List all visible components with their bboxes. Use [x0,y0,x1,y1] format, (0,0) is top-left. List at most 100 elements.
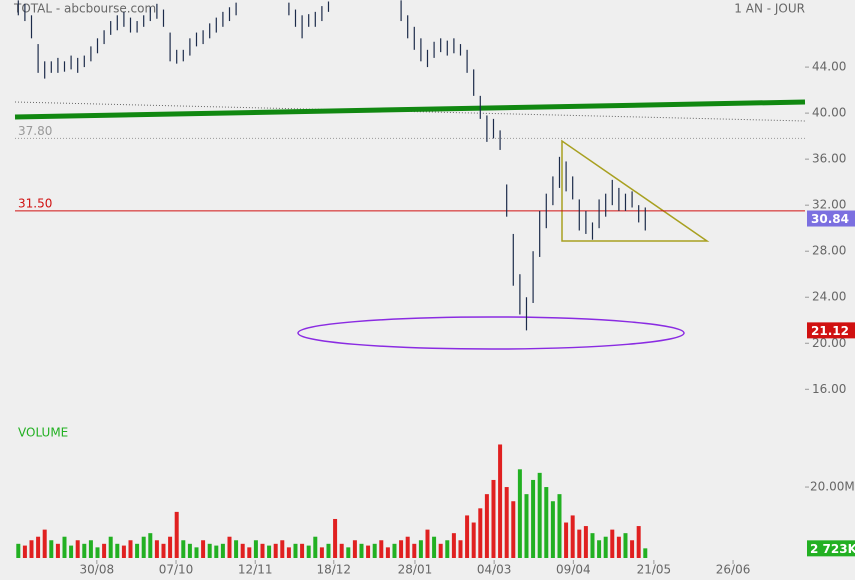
volume-bar [544,487,549,558]
volume-bar [597,540,602,558]
volume-bar [220,543,225,558]
green-trendline [14,99,806,120]
volume-bar [352,540,357,558]
volume-bar [234,540,239,558]
volume-bar [42,529,47,558]
volume-bar [174,511,179,558]
last-price-box [807,210,855,227]
volume-bar [95,547,100,558]
volume-bar [319,547,324,558]
volume-bar [359,543,364,558]
y-tick-label: 32.00 [812,198,846,212]
y-tick-label: 20.00 [812,336,846,350]
volume-bar [128,540,133,558]
volume-bar [550,501,555,558]
x-tick-label: 26/06 [716,563,751,577]
volume-bar [22,545,27,558]
y-tick-label: 36.00 [812,152,846,166]
volume-bar [478,508,483,558]
volume-bar [293,543,298,558]
volume-bar [194,547,199,558]
volume-bar [148,533,153,558]
volume-bar [154,540,159,558]
volume-bar [623,533,628,558]
y-tick-label: 16.00 [812,382,846,396]
volume-bar [333,518,338,558]
volume-bar [240,543,245,558]
y-tick-label: 28.00 [812,244,846,258]
volume-bar [471,522,476,558]
volume-bar [55,543,60,558]
min-price-box [807,322,855,339]
volume-bar [636,526,641,558]
volume-bar [62,536,67,558]
volume-bar [557,494,562,558]
volume-bar [227,536,232,558]
volume-bar [524,494,529,558]
volume-bar [346,547,351,558]
volume-bar [392,543,397,558]
volume-bar [260,543,265,558]
volume-bar [168,536,173,558]
chart-title: TOTAL - abcbourse.com [13,2,156,16]
x-tick-label: 04/03 [477,563,512,577]
volume-bar [577,529,582,558]
volume-bar [564,522,569,558]
volume-bar [504,487,509,558]
volume-bar [82,543,87,558]
volume-bar [36,536,41,558]
volume-bar [583,526,588,558]
volume-bar [643,548,648,558]
volume-bar [187,543,192,558]
volume-bar [425,529,430,558]
volume-bar [531,479,536,558]
volume-bar [247,547,252,558]
volume-bar [484,494,489,558]
volume-bar [590,533,595,558]
volume-bar [29,540,34,558]
x-tick-label: 18/12 [316,563,351,577]
volume-bar [465,515,470,558]
volume-bar [280,540,285,558]
volume-bar [201,540,206,558]
x-tick-label: 09/04 [556,563,591,577]
annotations: 37.80 31.50 [14,99,806,350]
x-tick-label: 21/05 [637,563,672,577]
last-price-label: 30.84 [811,212,849,226]
volume-bar [88,540,93,558]
x-tick-label: 30/08 [80,563,115,577]
volume-bar [121,545,126,558]
volume-bar [445,540,450,558]
volume-title: VOLUME [18,426,68,440]
volume-bar [385,547,390,558]
volume-bar [75,540,80,558]
volume-bar [570,515,575,558]
y-tick-label: 20.00M [810,480,855,494]
volume-bar [273,543,278,558]
volume-bar [438,543,443,558]
last-volume-box [807,540,855,557]
volume-bar [451,533,456,558]
volume-bar [610,529,615,558]
volume-bar [491,479,496,558]
volume-bar [214,545,219,558]
volume-bar [135,543,140,558]
volume-bar [517,469,522,558]
min-price-label: 21.12 [811,324,849,338]
level-label: 37.80 [18,124,52,138]
x-tick-label: 07/10 [159,563,194,577]
volume-bar [161,543,166,558]
volume-bar [207,543,212,558]
last-volume-label: 2 723K [810,542,855,556]
volume-bar [372,543,377,558]
volume-bar [630,540,635,558]
volume-bar [141,536,146,558]
volume-bar [306,545,311,558]
triangle [561,139,710,242]
x-tick-label: 28/01 [398,563,433,577]
ellipse [297,316,685,350]
volume-bar [49,540,54,558]
volume-bar [498,444,503,558]
volume-bar [603,536,608,558]
